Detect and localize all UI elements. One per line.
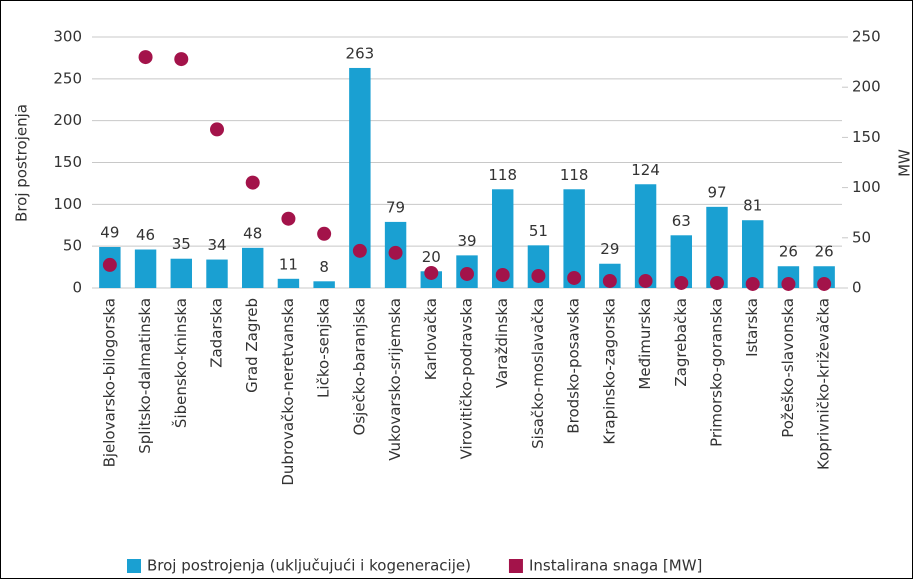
data-label: 48 [243, 224, 262, 242]
y-axis-label: Broj postrojenja [13, 104, 31, 222]
y2-tick-label: 250 [852, 28, 881, 46]
x-tick-label: Sisačko-moslavačka [529, 298, 547, 449]
y2-tick-label: 200 [852, 78, 881, 96]
x-tick-label: Bjelovarsko-bilogorska [100, 298, 118, 467]
x-tick-label: Varaždinska [493, 298, 511, 388]
x-tick-label: Ličko-senjska [315, 298, 333, 398]
y-tick-label: 50 [63, 237, 82, 255]
data-label: 118 [488, 166, 517, 184]
dot [745, 276, 760, 291]
x-tick-label: Šibensko-kninska [171, 298, 190, 428]
x-tick-label: Zagrebačka [672, 298, 690, 387]
x-tick-label: Dubrovačko-neretvanska [279, 298, 297, 486]
x-tick-label: Vukovarsko-srijemska [386, 298, 404, 461]
x-tick-label: Virovitičko-podravska [458, 298, 476, 459]
bar [134, 249, 157, 288]
bar [670, 235, 692, 288]
dot [352, 243, 367, 258]
bar [742, 220, 764, 288]
x-tick-label: Međimurska [636, 298, 654, 390]
x-tick-label: Zadarska [208, 298, 226, 368]
data-label: 20 [422, 248, 441, 266]
legend-swatch [508, 559, 523, 573]
dot [817, 276, 832, 291]
data-label: 63 [672, 212, 691, 230]
x-tick-label: Karlovačka [422, 298, 440, 380]
data-label: 26 [779, 243, 798, 261]
dot [495, 267, 510, 282]
bar [170, 258, 192, 288]
dot [638, 273, 653, 288]
bar [277, 278, 300, 288]
data-label: 26 [815, 243, 834, 261]
bar [242, 247, 264, 288]
data-label: 34 [207, 236, 226, 254]
x-tick-label: Grad Zagreb [243, 298, 261, 393]
dot [674, 275, 689, 290]
dot [210, 122, 224, 137]
dot [460, 266, 474, 281]
y2-tick-label: 50 [852, 228, 871, 246]
data-label: 81 [743, 197, 762, 215]
dot [602, 273, 617, 288]
x-tick-label: Splitsko-dalmatinska [136, 298, 154, 454]
data-label: 118 [560, 166, 589, 184]
y2-tick-label: 0 [852, 279, 862, 297]
data-label: 35 [172, 235, 191, 253]
dot [567, 270, 582, 285]
dot [174, 52, 189, 67]
data-label: 8 [319, 258, 329, 276]
data-label: 49 [100, 224, 119, 242]
y-tick-label: 250 [53, 69, 82, 87]
y-tick-label: 100 [53, 195, 82, 213]
dot [245, 175, 260, 190]
dot [138, 50, 153, 65]
legend-label: Instalirana snaga [MW] [529, 557, 702, 575]
bar [492, 189, 514, 288]
bar [634, 184, 657, 288]
y-tick-label: 0 [72, 279, 82, 297]
data-label: 79 [386, 198, 405, 216]
bar [563, 189, 585, 288]
legend-swatch [127, 559, 141, 573]
x-tick-label: Brodsko-posavska [565, 298, 583, 434]
dot [781, 276, 796, 291]
bar [206, 259, 228, 288]
data-label: 29 [600, 240, 619, 258]
x-tick-label: Primorsko-goranska [708, 298, 726, 447]
dot [710, 275, 724, 290]
legend-label: Broj postrojenja (uključujući i kogenera… [147, 557, 471, 575]
x-tick-label: Koprivničko-križevačka [815, 298, 833, 470]
y-tick-label: 150 [53, 153, 82, 171]
y2-tick-label: 100 [852, 178, 881, 196]
bar [706, 206, 728, 288]
y-tick-label: 300 [53, 28, 82, 46]
x-tick-label: Istarska [743, 298, 761, 357]
data-label: 124 [631, 161, 660, 179]
x-tick-label: Požeško-slavonska [779, 298, 797, 438]
dot [388, 245, 403, 260]
bar [313, 281, 335, 288]
data-label: 263 [346, 44, 375, 62]
dot [102, 257, 117, 272]
y-tick-label: 200 [53, 111, 82, 129]
data-label: 97 [707, 183, 726, 201]
data-label: 51 [529, 222, 548, 240]
dot [424, 265, 439, 280]
y2-tick-label: 150 [852, 128, 881, 146]
data-label: 39 [457, 232, 476, 250]
data-label: 46 [136, 226, 155, 244]
y2-axis-label: MW [896, 149, 913, 177]
bar [349, 67, 371, 288]
dot [281, 211, 296, 226]
dot [531, 268, 546, 283]
x-tick-label: Osječko-baranjska [350, 298, 368, 435]
x-tick-label: Krapinsko-zagorska [600, 298, 618, 445]
dot [317, 226, 332, 241]
data-label: 11 [279, 255, 298, 273]
